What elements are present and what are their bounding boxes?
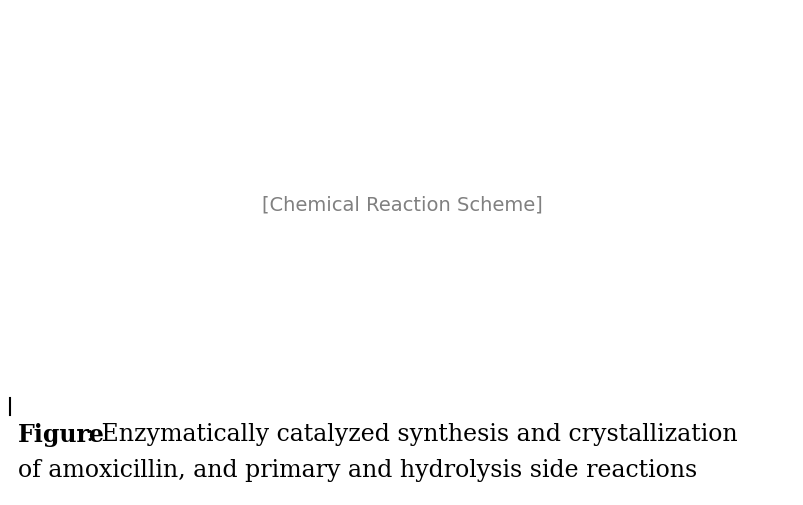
Text: of amoxicillin, and primary and hydrolysis side reactions: of amoxicillin, and primary and hydrolys… [18,459,696,481]
Text: : Enzymatically catalyzed synthesis and crystallization: : Enzymatically catalyzed synthesis and … [86,424,736,446]
Bar [0,0,803,410]
Text: Figure: Figure [18,423,104,447]
Text: [Chemical Reaction Scheme]: [Chemical Reaction Scheme] [261,195,542,215]
Bar [0,410,803,505]
